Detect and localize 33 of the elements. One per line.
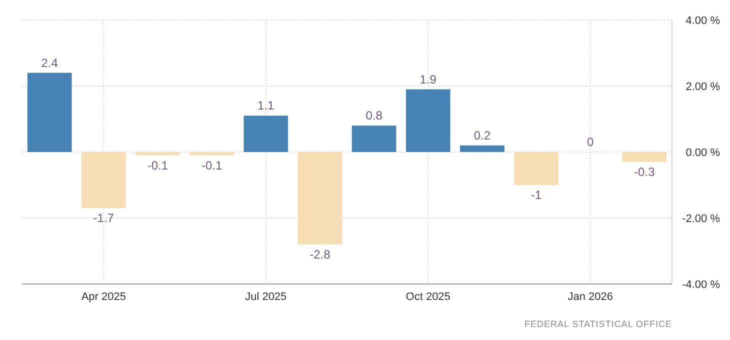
bar [352, 126, 396, 152]
bar [27, 72, 72, 152]
data-label: -1 [530, 188, 542, 202]
data-label: -0.1 [201, 158, 222, 172]
bar [81, 152, 126, 208]
bar [244, 116, 288, 152]
data-label: -0.1 [147, 158, 168, 172]
data-label: 1.9 [420, 72, 437, 86]
data-label: 0.8 [366, 108, 383, 123]
bar [190, 152, 234, 156]
y-tick-label: -2.00 % [682, 212, 720, 225]
x-tick-label: Jan 2026 [568, 291, 613, 303]
data-label: 0.2 [474, 128, 491, 142]
y-tick-label: 2.00 % [686, 80, 720, 93]
data-label: -1.7 [93, 211, 114, 226]
x-tick-label: Apr 2025 [81, 291, 126, 303]
bar [622, 152, 667, 162]
x-tick-label: Oct 2025 [406, 291, 450, 303]
data-label: 2.4 [41, 56, 58, 70]
data-label: 0 [587, 135, 594, 149]
bar [460, 145, 504, 152]
bar [514, 152, 558, 185]
bar [406, 89, 450, 152]
y-tick-label: 0.00 % [686, 146, 720, 159]
data-label: -2.8 [310, 247, 331, 262]
text: FEDERAL STATISTICAL OFFICE [524, 319, 672, 329]
bar [298, 152, 342, 244]
x-tick-label: Jul 2025 [245, 291, 287, 303]
bar [136, 152, 180, 156]
y-tick-label: 4.00 % [686, 14, 720, 27]
data-label: 1.1 [258, 98, 275, 113]
y-tick-label: -4.00 % [682, 278, 720, 291]
data-label: -0.3 [634, 164, 656, 179]
